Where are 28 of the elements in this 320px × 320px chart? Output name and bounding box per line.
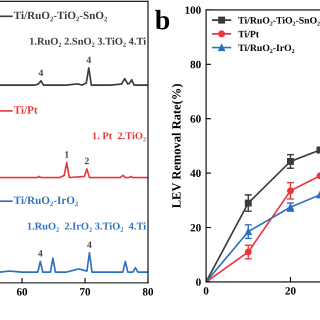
y-axis-title: LEV Removal Rate(%) bbox=[172, 84, 184, 208]
annotation: 1.RuO₂ 2.IrO₂ 3.TiO₂ 4.Ti bbox=[28, 222, 146, 232]
x-tick-label: 60 bbox=[16, 288, 28, 296]
legend-label: Ti/Pt bbox=[14, 106, 38, 114]
y-tick-label: 40 bbox=[190, 170, 201, 178]
x-tick-label: 80 bbox=[142, 288, 154, 296]
text: 1.RuO₂ 2.SnO₂ 3.TiO₂ 4.Ti bbox=[30, 37, 146, 47]
legend-label: Ti/Pt bbox=[238, 30, 260, 38]
legend-label: Ti/RuO₂-IrO₂ bbox=[238, 44, 294, 53]
annotation: 1. Pt 2.TiO₂ bbox=[92, 132, 146, 142]
y-tick-label: 100 bbox=[185, 6, 201, 14]
y-tick-label: 20 bbox=[190, 224, 201, 232]
annotation: 2 bbox=[84, 158, 89, 164]
chart-title: b bbox=[155, 10, 170, 30]
annotation: 4 bbox=[38, 250, 43, 257]
legend-label: Ti/RuO₂-IrO₂ bbox=[14, 196, 78, 206]
annotation: 1 bbox=[65, 151, 69, 158]
legend-label: Ti/RuO₂-TiO₂-SnO₂ bbox=[14, 11, 108, 22]
y-tick-label: 0 bbox=[196, 278, 201, 286]
x-tick-label: 0 bbox=[204, 287, 208, 295]
annotation: 4 bbox=[86, 56, 92, 64]
x-tick-label: 20 bbox=[285, 287, 296, 295]
annotation: 4 bbox=[87, 242, 92, 248]
y-tick-label: 60 bbox=[190, 115, 201, 123]
legend-label: Ti/RuO₂-TiO₂-SnO₂ bbox=[238, 16, 320, 26]
annotation: 4 bbox=[38, 70, 44, 76]
x-tick-label: 70 bbox=[80, 288, 90, 296]
y-tick-label: 80 bbox=[190, 60, 201, 68]
